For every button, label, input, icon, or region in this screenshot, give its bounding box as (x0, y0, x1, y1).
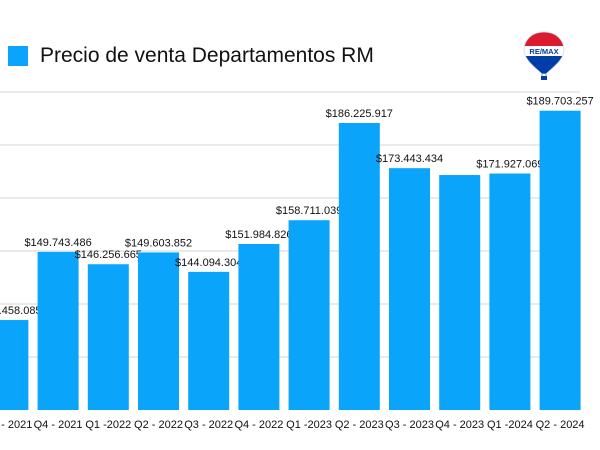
data-label: $146.256.665 (75, 249, 142, 261)
bar (288, 220, 330, 410)
data-label: $171.927.069 (476, 159, 543, 171)
legend-swatch (8, 46, 28, 66)
bar (37, 251, 79, 410)
data-label: $173.443.434 (376, 153, 443, 165)
data-label: $144.094.304 (175, 257, 242, 269)
data-label: $186.225.917 (326, 108, 393, 120)
x-tick-label: Q4 - 2023 (435, 419, 484, 431)
bar (389, 168, 430, 410)
x-tick-label: Q1 -2024 (487, 419, 533, 431)
x-tick-label: Q1 -2023 (286, 419, 332, 431)
bar (188, 271, 230, 410)
x-tick-label: Q2 - 2022 (134, 419, 183, 431)
bar (439, 175, 481, 410)
bar (0, 320, 29, 410)
x-tick-label: Q3 - 2021 (0, 419, 32, 431)
legend: Precio de venta Departamentos RM (8, 42, 374, 70)
x-tick-label: Q2 - 2023 (335, 419, 384, 431)
data-label: $149.603.852 (125, 237, 192, 249)
x-tick-label: Q1 -2022 (85, 419, 131, 431)
bar (489, 173, 531, 410)
x-tick-label: Q4 - 2022 (234, 419, 283, 431)
x-tick-label: Q3 - 2023 (385, 419, 434, 431)
bar (87, 264, 129, 410)
bar (338, 123, 380, 410)
x-tick-label: Q4 - 2021 (34, 419, 83, 431)
x-tick-label: Q2 - 2024 (536, 419, 585, 431)
data-label: $149.743.486 (24, 237, 91, 249)
bar (539, 110, 581, 411)
legend-label: Precio de venta Departamentos RM (40, 44, 374, 67)
bar (238, 243, 280, 410)
remax-balloon-logo: RE/MAX (523, 31, 565, 80)
bar (138, 252, 179, 410)
data-label: $158.711.039 (276, 205, 342, 217)
data-label: $151.984.826 (225, 229, 292, 241)
logo-text: RE/MAX (529, 47, 558, 56)
data-label: $189.703.257 (526, 96, 593, 108)
x-tick-label: Q3 - 2022 (184, 419, 233, 431)
data-label: $130.458.085 (0, 305, 42, 317)
